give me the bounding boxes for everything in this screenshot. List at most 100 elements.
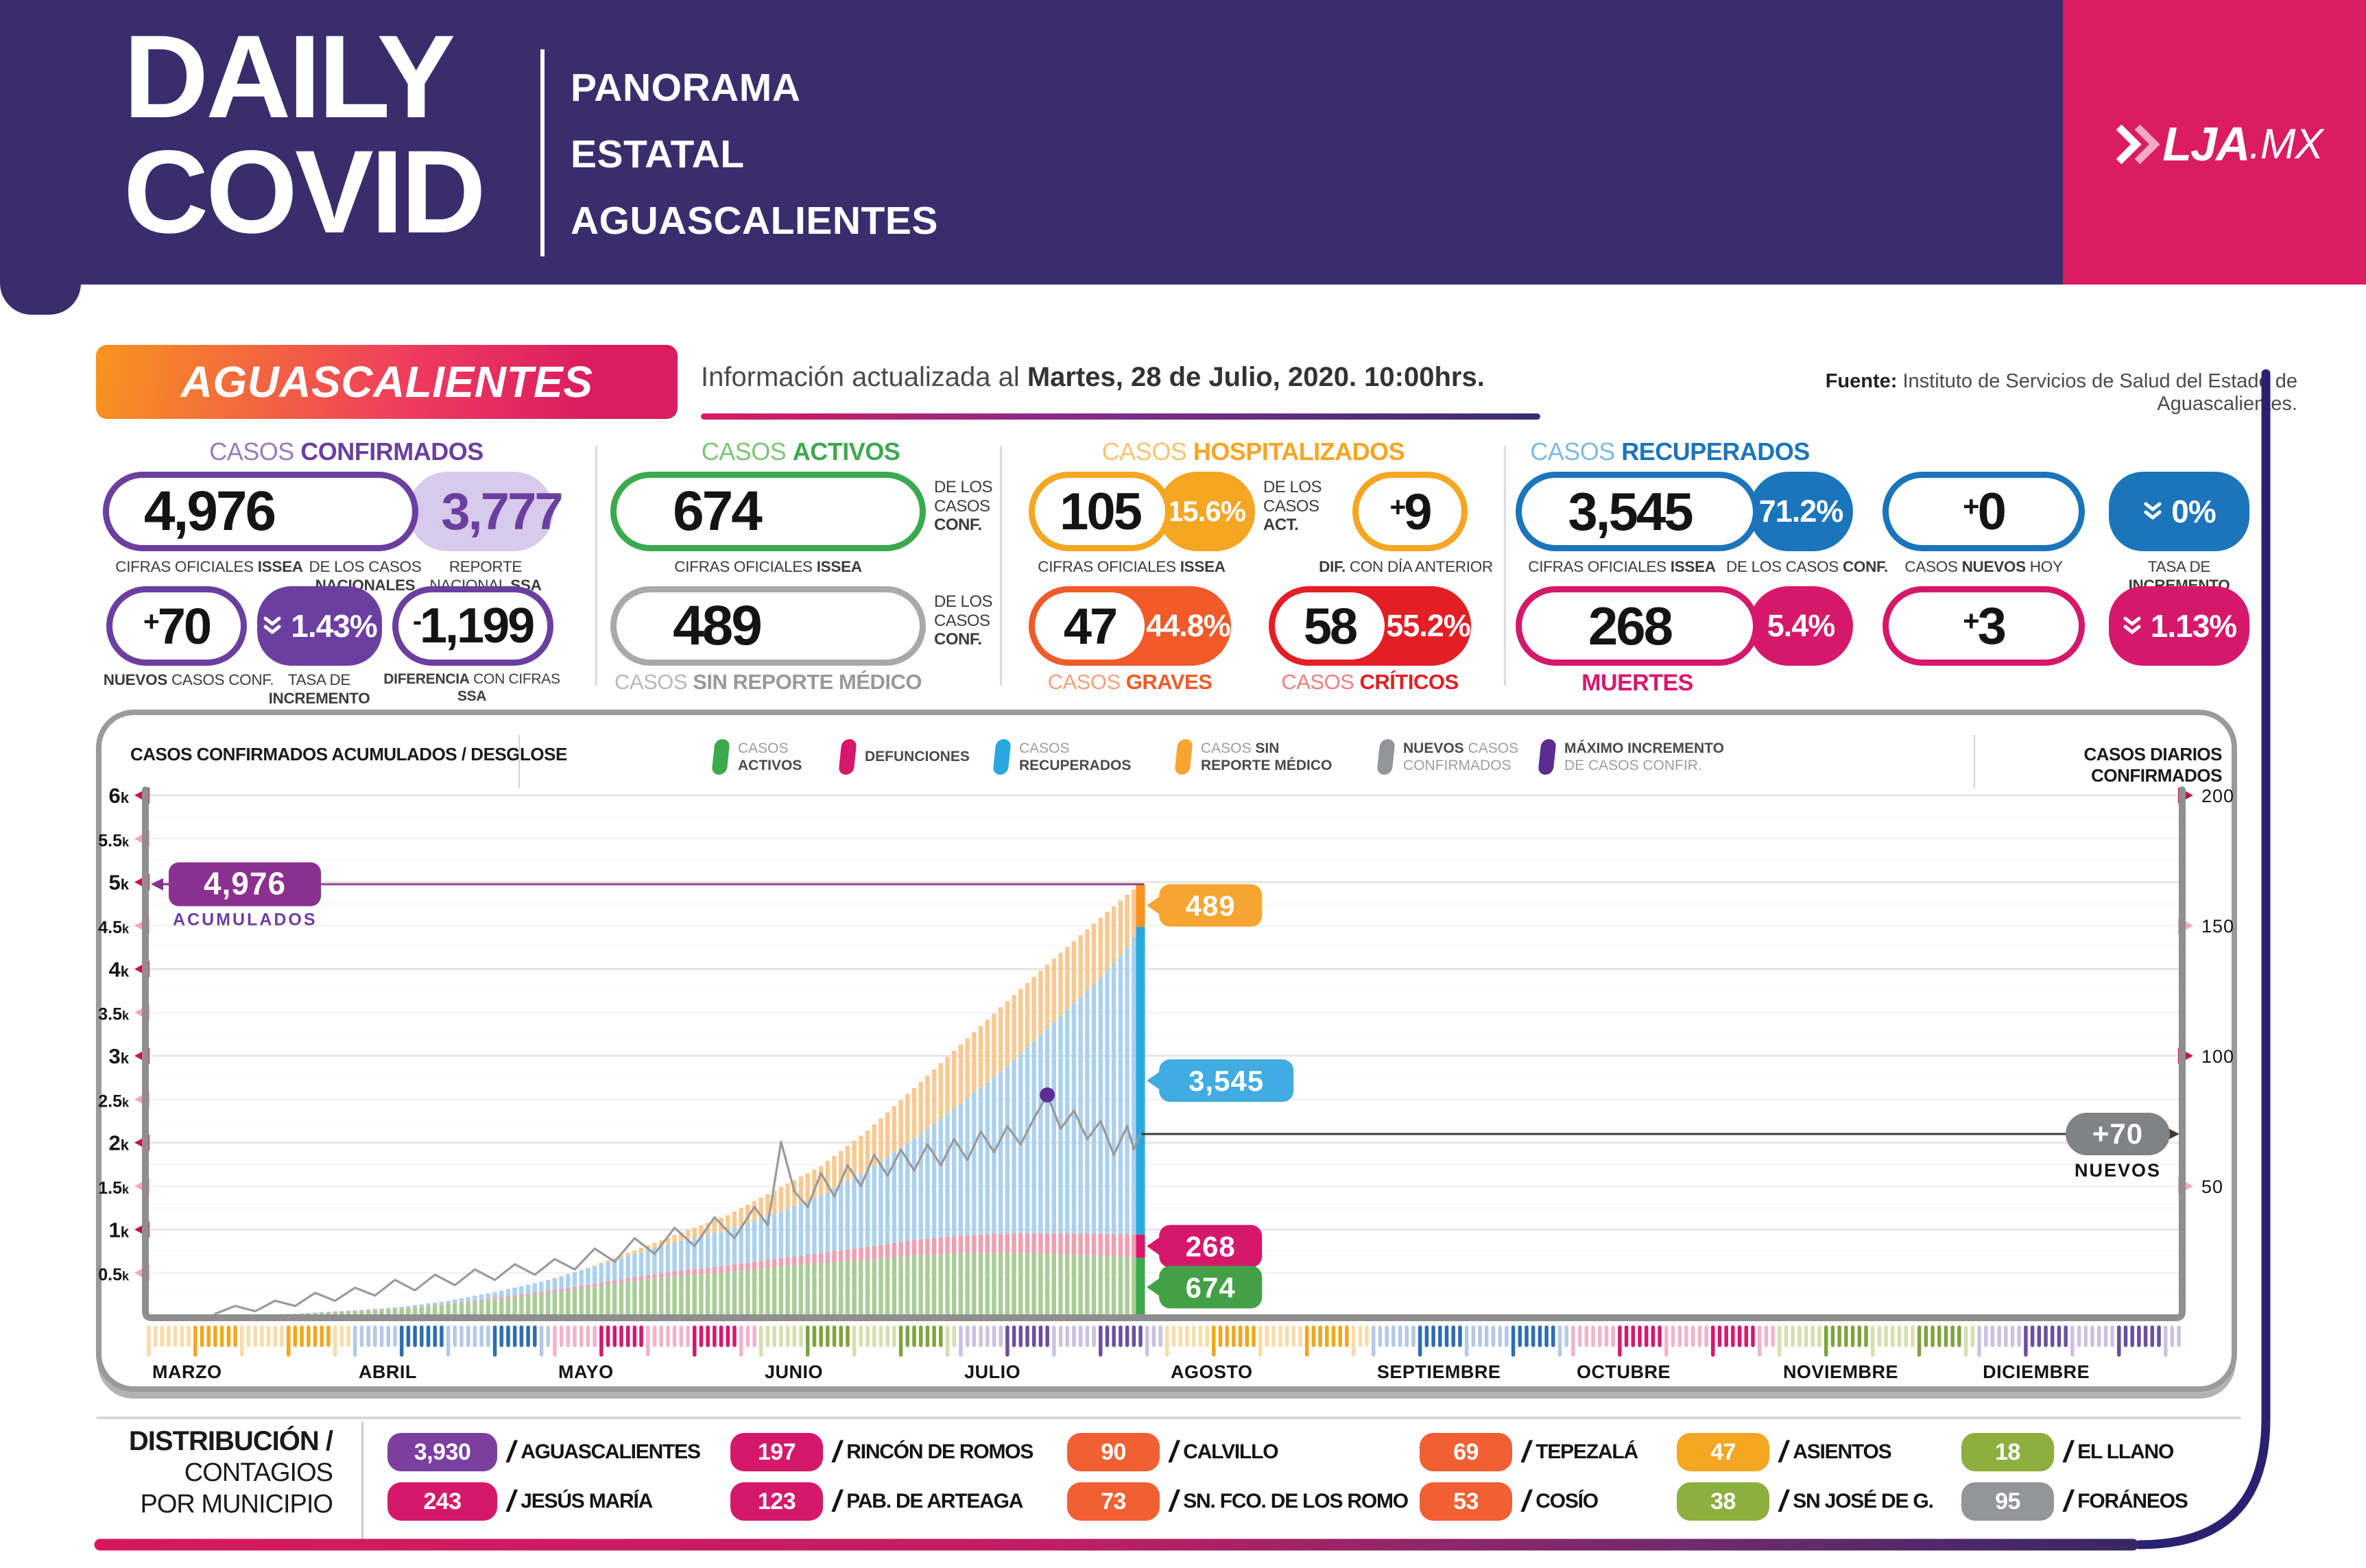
label-nuevos-conf: NUEVOS CASOS CONF. (103, 671, 274, 688)
label-cifras-issea: CIFRAS OFICIALES ISSEA (115, 558, 303, 575)
legend-item: CASOS ACTIVOS (711, 739, 802, 775)
muertes-tasa-blob: 1.13% (2109, 586, 2249, 666)
graves-pill: 47 44.8% (1029, 586, 1231, 666)
hosp-pct-badge: 15.6% (1158, 472, 1255, 551)
recuperados-tasa-blob: 0% (2109, 472, 2249, 551)
muertes-nuevas-pill: +3 (1883, 586, 2085, 666)
dif-dia-anterior-pill: +9 (1352, 472, 1468, 551)
label-cifras-issea: CIFRAS OFICIALES ISSEA (674, 558, 862, 575)
municipio-count-badge: 123 (730, 1482, 823, 1521)
activos-value-pill: 674 (610, 472, 926, 551)
national-cases-chip: 3,777 (408, 472, 564, 551)
municipio-count-badge: 53 (1420, 1482, 1512, 1521)
label-casos-nuevos-hoy: CASOS NUEVOS HOY (1904, 558, 2063, 575)
double-chevron-down-icon (2144, 502, 2162, 520)
label-de-los-casos-nacionales: DE LOS CASOS NACIONALES (309, 558, 422, 594)
source-text: Fuente: Instituto de Servicios de Salud … (1825, 370, 2297, 415)
recuperados-nuevos-pill: +0 (1883, 472, 2085, 551)
legend-item: DEFUNCIONES (838, 739, 970, 775)
header-subtitle: PANORAMA ESTATAL AGUASCALIENTES (571, 66, 938, 243)
section-title-activos: CASOS ACTIVOS (701, 437, 900, 466)
municipio-name: / EL LLANO (2064, 1435, 2174, 1469)
header-brand-panel (2063, 0, 2366, 285)
chart-title-left: CASOS CONFIRMADOS ACUMULADOS / DESGLOSE (130, 744, 567, 764)
municipio-name: / CALVILLO (1169, 1435, 1279, 1469)
legend-label: NUEVOS CASOS CONFIRMADOS (1403, 740, 1519, 773)
state-name: AGUASCALIENTES (180, 357, 593, 407)
legend-item: CASOS SIN REPORTE MÉDICO (1174, 739, 1333, 775)
section-title-confirmados: CASOS CONFIRMADOS (209, 437, 483, 466)
state-banner: AGUASCALIENTES (96, 345, 678, 419)
lja-logo: LJA .MX (2085, 113, 2345, 175)
label-cifras-issea: CIFRAS OFICIALES ISSEA (1038, 558, 1226, 575)
legend-label: CASOS SIN REPORTE MÉDICO (1201, 740, 1333, 773)
municipio-name: / ASIENTOS (1779, 1435, 1892, 1469)
municipio-count-badge: 38 (1677, 1482, 1769, 1521)
legend-label: MÁXIMO INCREMENTO DE CASOS CONFIR. (1564, 740, 1724, 773)
double-chevron-down-icon (2123, 616, 2141, 634)
tasa-incremento-blob: 1.43% (257, 586, 382, 666)
label-cifras-issea: CIFRAS OFICIALES ISSEA (1528, 558, 1716, 575)
section-divider (1000, 446, 1002, 686)
legend-divider (518, 735, 520, 788)
updated-underline (701, 413, 1540, 420)
legend-swatch-icon (838, 739, 857, 775)
municipio-name: / COSÍO (1522, 1484, 1599, 1518)
municipios-title: DISTRIBUCIÓN / CONTAGIOS POR MUNICIPIO (128, 1426, 333, 1519)
municipio-name: / JESÚS MARÍA (507, 1484, 653, 1518)
sinreporte-side-label: DE LOS CASOS CONF. (934, 592, 993, 649)
muertes-pct-badge: 5.4% (1749, 586, 1853, 666)
label-dif-dia-anterior: DIF. CON DÍA ANTERIOR (1319, 558, 1493, 575)
legend-swatch-icon (1376, 739, 1396, 775)
muertes-value-pill: 268 (1516, 586, 1759, 666)
municipio-count-badge: 47 (1677, 1433, 1769, 1471)
section-title-hospitalizados: CASOS HOSPITALIZADOS (1101, 437, 1405, 466)
municipio-name: / RINCÓN DE ROMOS (833, 1435, 1033, 1469)
legend-label: CASOS ACTIVOS (738, 740, 802, 773)
recuperados-value-pill: 3,545 (1516, 472, 1759, 551)
municipio-name: / TEPEZALÁ (1522, 1435, 1638, 1469)
legend-divider (1974, 735, 1975, 788)
title-line-2: COVID (123, 126, 486, 258)
diferencia-pill: -1,199 (392, 586, 553, 666)
municipio-count-badge: 243 (387, 1482, 497, 1521)
legend-item: MÁXIMO INCREMENTO DE CASOS CONFIR. (1538, 739, 1724, 775)
header-corner-tab (0, 283, 81, 315)
label-sin-reporte-medico: CASOS SIN REPORTE MÉDICO (614, 670, 922, 694)
legend-swatch-icon (1538, 739, 1557, 775)
legend-item: NUEVOS CASOS CONFIRMADOS (1376, 739, 1519, 775)
label-diferencia-ssa: DIFERENCIA CON CIFRAS SSA (383, 671, 560, 704)
double-chevron-down-icon (263, 616, 281, 634)
municipio-name: / AGUASCALIENTES (507, 1435, 701, 1469)
chart-title-right: CASOS DIARIOS CONFIRMADOS (2083, 744, 2222, 786)
confirmados-value-pill: 4,976 (103, 472, 418, 551)
municipio-name: / SN JOSÉ DE G. (1779, 1484, 1934, 1518)
municipios-rule (96, 1416, 2241, 1419)
label-casos-criticos: CASOS CRÍTICOS (1281, 670, 1459, 694)
chart-card (96, 710, 2237, 1392)
municipio-count-badge: 73 (1067, 1482, 1160, 1521)
municipio-count-badge: 18 (1961, 1433, 2054, 1471)
section-divider (595, 446, 597, 686)
legend-swatch-icon (1174, 739, 1193, 775)
section-divider (1504, 446, 1506, 686)
municipios-divider (361, 1422, 363, 1544)
label-casos-graves: CASOS GRAVES (1047, 670, 1212, 694)
activos-side-label: DE LOS CASOS CONF. (934, 478, 993, 535)
hosp-value-pill: 105 (1029, 472, 1171, 551)
municipio-name: / FORÁNEOS (2064, 1484, 2188, 1518)
municipio-count-badge: 197 (730, 1433, 823, 1471)
municipio-count-badge: 95 (1961, 1482, 2054, 1521)
municipio-count-badge: 69 (1420, 1433, 1512, 1471)
municipio-name: / SN. FCO. DE LOS ROMO (1169, 1484, 1409, 1518)
municipio-count-badge: 3,930 (387, 1433, 497, 1471)
updated-text: Información actualizada al Martes, 28 de… (701, 362, 1485, 392)
recuperados-pct-badge: 71.2% (1749, 472, 1853, 551)
legend-label: DEFUNCIONES (865, 749, 970, 765)
nuevos-casos-pill: +70 (106, 586, 247, 666)
header-divider (540, 49, 545, 256)
municipio-count-badge: 90 (1067, 1433, 1160, 1471)
label-muertes: MUERTES (1581, 670, 1693, 696)
label-de-los-casos-conf: DE LOS CASOS CONF. (1726, 558, 1888, 575)
